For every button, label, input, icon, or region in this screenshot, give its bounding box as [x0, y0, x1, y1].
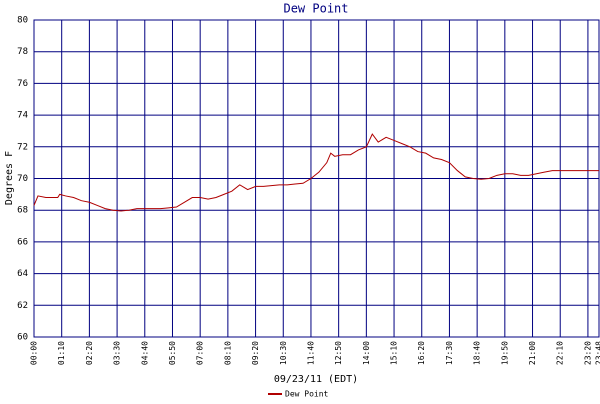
y-tick-label: 66 [17, 237, 28, 247]
y-tick-label: 78 [17, 47, 28, 57]
y-axis-label: Degrees F [4, 151, 15, 205]
x-tick-label: 05:50 [168, 341, 177, 365]
x-tick-label: 11:40 [306, 341, 315, 365]
x-tick-label: 23:48 [595, 341, 600, 365]
x-tick-label: 21:00 [528, 341, 537, 365]
x-tick-label: 19:50 [500, 341, 509, 365]
x-tick-label: 10:30 [279, 341, 288, 365]
x-tick-label: 08:10 [223, 341, 232, 365]
y-tick-label: 62 [17, 301, 28, 311]
x-tick-label: 18:40 [473, 341, 482, 365]
y-tick-label: 68 [17, 206, 28, 216]
x-tick-label: 09:20 [251, 341, 260, 365]
x-axis-label: 09/23/11 (EDT) [274, 374, 358, 385]
x-tick-label: 15:10 [390, 341, 399, 365]
x-tick-label: 03:30 [113, 341, 122, 365]
x-tick-label: 07:00 [196, 341, 205, 365]
y-tick-label: 74 [17, 111, 28, 121]
x-tick-label: 02:20 [85, 341, 94, 365]
x-tick-label: 23:20 [583, 341, 592, 365]
x-tick-label: 14:00 [362, 341, 371, 365]
legend-label: Dew Point [285, 390, 329, 399]
x-tick-label: 04:40 [140, 341, 149, 365]
chart-title: Dew Point [283, 2, 348, 16]
x-tick-label: 16:20 [417, 341, 426, 365]
y-tick-label: 80 [17, 16, 28, 26]
y-tick-label: 70 [17, 174, 28, 184]
x-tick-label: 01:10 [57, 341, 66, 365]
x-tick-label: 12:50 [334, 341, 343, 365]
x-tick-label: 22:10 [556, 341, 565, 365]
y-tick-label: 60 [17, 333, 28, 343]
y-tick-label: 64 [17, 269, 28, 279]
x-tick-label: 00:00 [30, 341, 39, 365]
x-tick-label: 17:30 [445, 341, 454, 365]
y-tick-label: 72 [17, 142, 28, 152]
y-tick-label: 76 [17, 79, 28, 89]
